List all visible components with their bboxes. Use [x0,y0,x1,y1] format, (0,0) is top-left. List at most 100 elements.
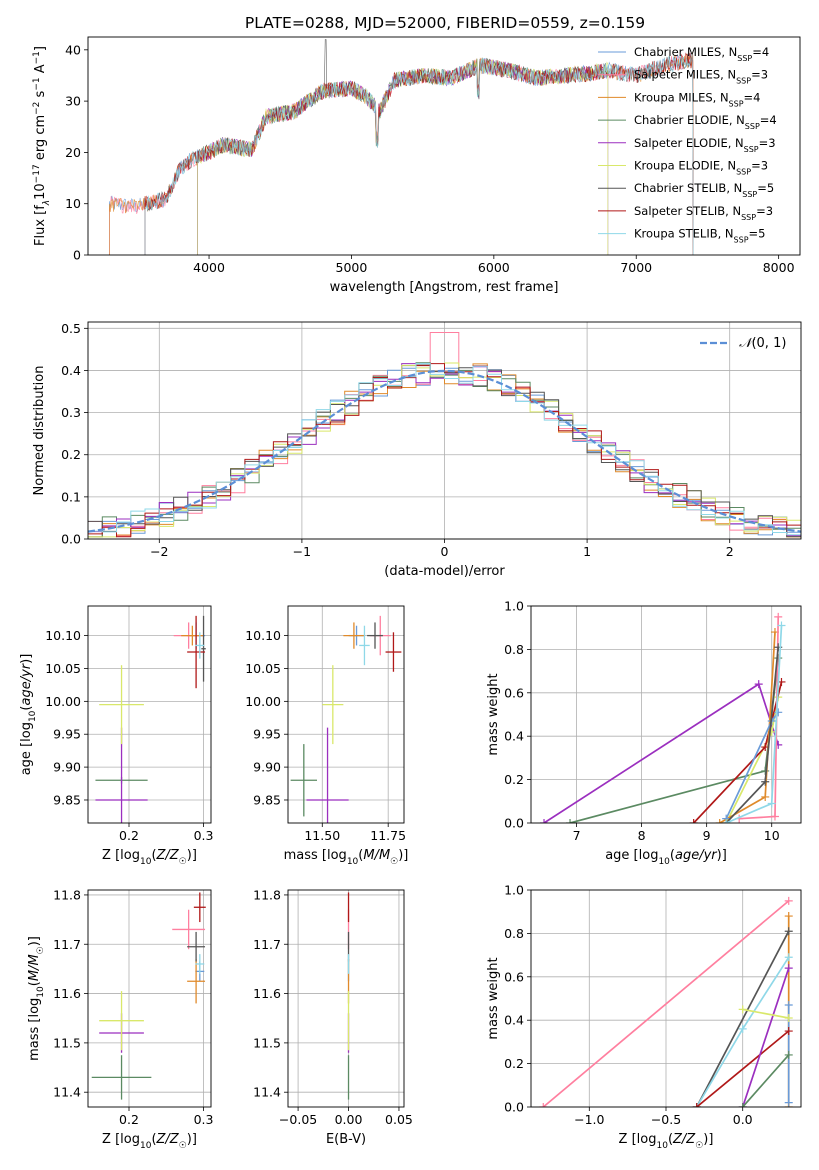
tick-label-y: 1.0 [504,883,524,898]
tick-label-y: 40 [65,42,81,57]
weight-marker-salpeter-elodie [540,819,549,823]
tick-label-y: 11.8 [253,887,281,902]
age-vs-mass-axes-frame [287,605,405,824]
legend-entry-chabrier-miles: Chabrier MILES, NSSP=4 [634,45,769,63]
tick-label-y: 11.4 [53,1085,81,1100]
tick-label-x: 11.75 [370,828,406,843]
weight-marker-salpeter-stelib [692,1103,701,1107]
weight-line-salpeter-miles [542,900,790,1107]
weight-marker-salpeter-elodie [754,680,763,689]
x-axis-label: Z [log10(Z/Z☉)] [102,848,197,867]
tick-label-y: 10.10 [45,628,81,643]
x-axis-label: Z [log10(Z/Z☉)] [619,1132,714,1151]
legend-entry-chabrier-elodie: Chabrier ELODIE, NSSP=4 [634,113,777,131]
x-axis-label: E(B-V) [326,1132,366,1147]
errorbar-kroupa-miles [187,959,206,1004]
weight-line-chabrier-stelib [725,647,780,823]
tick-label-x: 0 [441,544,449,559]
histogram-kroupa-stelib [88,363,801,536]
residuals-plot [88,332,801,538]
spectrum-line-salpeter-elodie [197,59,609,255]
errorbar-salpeter-stelib [385,632,402,672]
tick-label-y: 0.0 [61,532,81,547]
tick-label-y: 10.05 [45,661,81,676]
tick-label-x: 8 [638,828,646,843]
errorbar-kroupa-elodie [99,991,144,1051]
weight-marker-kroupa-elodie [784,1014,793,1023]
tick-label-y: 0.2 [504,772,524,787]
errorbar-chabrier-elodie [290,744,317,817]
x-axis-label: wavelength [Angstrom, rest frame] [330,280,559,295]
tick-label-y: 11.5 [253,1035,281,1050]
mass-vs-ebv-axes-frame [287,889,405,1108]
spectrum-line-kroupa-stelib [144,53,694,255]
tick-label-x: 2 [726,544,734,559]
tick-label-y: 1.0 [504,599,524,614]
x-axis-label: age [log10(age/yr)] [605,848,727,867]
weight-marker-chabrier-stelib [784,927,793,936]
weight-line-chabrier-elodie [742,1054,790,1107]
weight-marker-chabrier-elodie [738,1103,747,1107]
weight-marker-chabrier-elodie [566,819,575,823]
panel-mass-vs-Z: 0.2 0.3 11.4 11.5 11.6 11.7 11.8 Z [log10(Z/Z☉)… [27,887,213,1151]
panel-spectrum: 4000 5000 6000 7000 8000 0 10 20 30 40 wavelength … [32,36,801,295]
tick-label-y: 0.3 [61,405,81,420]
tick-label-y: 10.05 [245,661,281,676]
tick-label-y: 0.6 [504,969,524,984]
tick-label-x: −1.0 [574,1112,604,1127]
residuals-legend: 𝒩(0, 1) [700,336,786,351]
tick-label-y: 0.0 [504,1100,524,1115]
mass-vs-Z-grid [88,890,211,1107]
tick-label-y: 11.5 [53,1035,81,1050]
errorbar-kroupa-stelib [195,632,205,659]
spectrum-legend: Chabrier MILES, NSSP=4 Salpeter MILES, NS… [598,45,777,244]
panel-weight-vs-Z: −1.0 −0.5 0.0 0.0 0.2 0.4 0.6 0.8 1.0 Z [log10(Z/… [486,883,802,1151]
age-vs-Z-frame: 0.2 0.3 9.85 9.90 9.95 10.00 10.05 10.10 Z [log1… [19,605,213,867]
legend-entry-normal: 𝒩(0, 1) [739,336,786,351]
tick-label-x: 10 [764,828,780,843]
tick-label-x: 8000 [763,260,795,275]
weight-vs-Z-plot [539,896,793,1107]
errorbar-chabrier-stelib [187,931,206,962]
tick-label-x: 4000 [193,260,225,275]
weight-line-salpeter-stelib [696,1030,790,1107]
errorbar-kroupa-miles [343,622,365,649]
weight-marker-chabrier-miles [784,1001,793,1010]
y-axis-label: mass [log10(M/M☉)] [27,936,46,1061]
tick-label-x: 11.50 [304,828,340,843]
tick-label-x: 7000 [620,260,652,275]
tick-label-x: 6000 [478,260,510,275]
mass-vs-Z-plot [91,892,206,1100]
tick-label-x: 0.2 [119,828,139,843]
tick-label-y: 0.8 [504,642,524,657]
figure-title: PLATE=0288, MJD=52000, FIBERID=0559, z=0… [245,14,645,32]
tick-label-y: 9.95 [53,727,81,742]
tick-label-y: 0 [73,248,81,263]
errorbar-salpeter-elodie [306,727,349,823]
x-axis-label: mass [log10(M/M☉)] [284,848,409,867]
weight-marker-chabrier-miles [784,1098,793,1107]
errorbar-kroupa-stelib [359,625,370,666]
weight-line-kroupa-elodie [742,1008,789,1019]
age-vs-mass-frame: 11.50 11.75 9.85 9.90 9.95 10.00 10.05 10.10 mas… [245,605,409,867]
errorbar-salpeter-stelib [187,615,206,689]
errorbar-chabrier-stelib [367,622,383,649]
tick-label-y: 9.85 [53,792,81,807]
panel-residuals: −2 −1 0 1 2 0.0 0.1 0.2 0.3 0.4 0.5 𝒩(0, 1) (data-mo… [32,321,802,579]
tick-label-y: 0.1 [61,489,81,504]
weight-vs-Z-grid [531,889,801,1108]
tick-label-y: 11.8 [53,887,81,902]
age-vs-mass-plot [290,615,402,823]
weight-marker-chabrier-miles [774,708,783,717]
weight-marker-kroupa-stelib [722,819,731,823]
weight-marker-kroupa-stelib [767,799,776,808]
panel-weight-vs-age: 7 8 9 10 0.0 0.2 0.4 0.6 0.8 1.0 age [log10(age/yr… [486,599,802,867]
spectrum-line-kroupa-elodie [197,59,609,255]
normal-curve [88,369,801,533]
tick-label-y: 11.7 [253,937,281,952]
tick-label-y: 20 [65,145,81,160]
tick-label-y: 0.0 [504,816,524,831]
tick-label-y: 0.4 [504,729,524,744]
tick-label-x: 5000 [336,260,368,275]
